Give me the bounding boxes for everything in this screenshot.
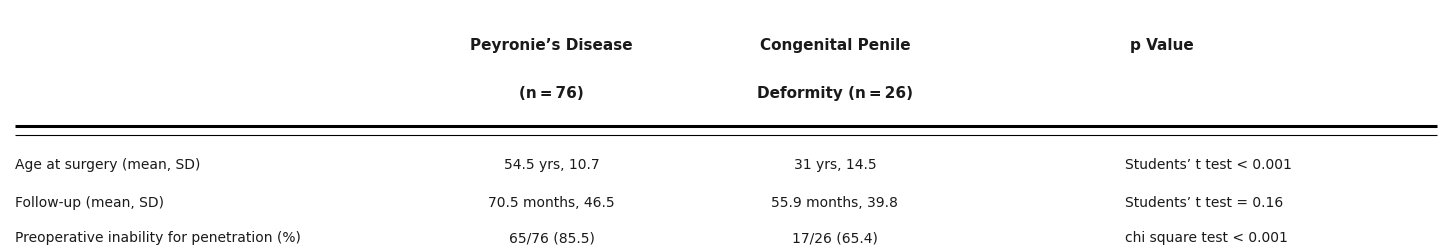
Text: Age at surgery (mean, SD): Age at surgery (mean, SD) — [15, 158, 200, 172]
Text: Peyronie’s Disease: Peyronie’s Disease — [470, 38, 633, 53]
Text: 54.5 yrs, 10.7: 54.5 yrs, 10.7 — [504, 158, 600, 172]
Text: p Value: p Value — [1130, 38, 1194, 53]
Text: 31 yrs, 14.5: 31 yrs, 14.5 — [794, 158, 876, 172]
Text: (n = 76): (n = 76) — [520, 86, 584, 101]
Text: Follow-up (mean, SD): Follow-up (mean, SD) — [15, 196, 164, 210]
Text: 55.9 months, 39.8: 55.9 months, 39.8 — [771, 196, 899, 210]
Text: 65/76 (85.5): 65/76 (85.5) — [508, 231, 595, 245]
Text: Deformity (n = 26): Deformity (n = 26) — [756, 86, 913, 101]
Text: Congenital Penile: Congenital Penile — [759, 38, 910, 53]
Text: Students’ t test < 0.001: Students’ t test < 0.001 — [1125, 158, 1292, 172]
Text: Students’ t test = 0.16: Students’ t test = 0.16 — [1125, 196, 1284, 210]
Text: 17/26 (65.4): 17/26 (65.4) — [791, 231, 878, 245]
Text: chi square test < 0.001: chi square test < 0.001 — [1125, 231, 1288, 245]
Text: 70.5 months, 46.5: 70.5 months, 46.5 — [488, 196, 616, 210]
Text: Preoperative inability for penetration (%): Preoperative inability for penetration (… — [15, 231, 301, 245]
